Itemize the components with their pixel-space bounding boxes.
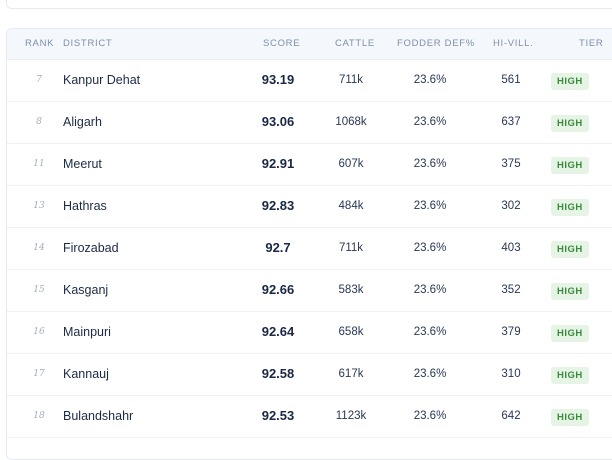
col-header-district[interactable]: DISTRICT — [63, 38, 113, 49]
fodder-cell: 23.6% — [413, 74, 447, 86]
fodder-cell: 23.6% — [413, 242, 447, 254]
tier-cell: HIGH — [551, 143, 601, 185]
tier-badge: HIGH — [551, 241, 589, 258]
table-row[interactable]: 16 Mainpuri 92.64 658k 23.6% 379 HIGH — [7, 311, 612, 354]
previous-card-edge — [6, 0, 612, 9]
cattle-cell: 711k — [338, 242, 364, 254]
tier-cell: HIGH — [551, 353, 601, 395]
tier-cell: HIGH — [551, 269, 601, 311]
col-header-cattle[interactable]: CATTLE — [335, 38, 375, 49]
fodder-cell: 23.6% — [413, 116, 447, 128]
tier-cell: HIGH — [551, 311, 601, 353]
cattle-cell: 607k — [338, 158, 364, 170]
score-cell: 92.66 — [261, 282, 295, 297]
cattle-cell: 484k — [338, 200, 364, 212]
hivill-cell: 375 — [501, 158, 521, 170]
rank-cell: 8 — [36, 117, 42, 127]
col-header-hivill[interactable]: HI-VILL. — [493, 38, 534, 49]
previous-card — [0, 0, 612, 26]
table-row[interactable]: 18 Bulandshahr 92.53 1123k 23.6% 642 HIG… — [7, 395, 612, 438]
rank-cell: 13 — [33, 201, 45, 211]
district-cell: Hathras — [63, 199, 107, 213]
tier-cell: HIGH — [551, 227, 601, 269]
cattle-cell: 1123k — [335, 410, 367, 422]
tier-badge: HIGH — [551, 157, 589, 174]
rank-cell: 17 — [33, 369, 45, 379]
table-row[interactable]: 11 Meerut 92.91 607k 23.6% 375 HIGH — [7, 143, 612, 186]
table-header: RANK DISTRICT SCORE CATTLE FODDER DEF% H… — [7, 29, 612, 60]
score-cell: 92.91 — [261, 156, 295, 171]
cattle-cell: 711k — [338, 74, 364, 86]
district-cell: Kanpur Dehat — [63, 73, 141, 87]
col-header-tier[interactable]: TIER — [579, 38, 604, 49]
hivill-cell: 379 — [501, 326, 521, 338]
district-ranking-table: RANK DISTRICT SCORE CATTLE FODDER DEF% H… — [6, 28, 612, 460]
fodder-cell: 23.6% — [413, 368, 447, 380]
tier-badge: HIGH — [551, 115, 589, 132]
table-row[interactable]: 15 Kasganj 92.66 583k 23.6% 352 HIGH — [7, 269, 612, 312]
fodder-cell: 23.6% — [413, 158, 447, 170]
hivill-cell: 637 — [501, 116, 521, 128]
rank-cell: 7 — [36, 75, 42, 85]
table-row[interactable]: 7 Kanpur Dehat 93.19 711k 23.6% 561 HIGH — [7, 59, 612, 102]
hivill-cell: 302 — [501, 200, 521, 212]
score-cell: 92.64 — [261, 324, 295, 339]
col-header-score[interactable]: SCORE — [263, 38, 301, 49]
fodder-cell: 23.6% — [413, 410, 447, 422]
district-cell: Kannauj — [63, 367, 109, 381]
tier-cell: HIGH — [551, 185, 601, 227]
tier-badge: HIGH — [551, 73, 589, 90]
score-cell: 92.7 — [265, 240, 291, 255]
score-cell: 93.19 — [261, 72, 295, 87]
hivill-cell: 561 — [501, 74, 521, 86]
district-cell: Bulandshahr — [63, 409, 134, 423]
hivill-cell: 310 — [501, 368, 521, 380]
hivill-cell: 642 — [501, 410, 521, 422]
tier-badge: HIGH — [551, 199, 589, 216]
cattle-cell: 1068k — [335, 116, 367, 128]
table-row[interactable]: 14 Firozabad 92.7 711k 23.6% 403 HIGH — [7, 227, 612, 270]
tier-badge: HIGH — [551, 367, 589, 384]
district-cell: Firozabad — [63, 241, 119, 255]
rank-cell: 14 — [33, 243, 45, 253]
score-cell: 92.53 — [261, 408, 295, 423]
district-cell: Meerut — [63, 157, 102, 171]
table-row[interactable]: 13 Hathras 92.83 484k 23.6% 302 HIGH — [7, 185, 612, 228]
fodder-cell: 23.6% — [413, 326, 447, 338]
score-cell: 92.58 — [261, 366, 295, 381]
rank-cell: 15 — [33, 285, 45, 295]
table-row[interactable]: 17 Kannauj 92.58 617k 23.6% 310 HIGH — [7, 353, 612, 396]
district-cell: Aligarh — [63, 115, 102, 129]
rank-cell: 16 — [33, 327, 45, 337]
tier-badge: HIGH — [551, 409, 589, 426]
hivill-cell: 403 — [501, 242, 521, 254]
tier-badge: HIGH — [551, 325, 589, 342]
tier-cell: HIGH — [551, 101, 601, 143]
tier-cell: HIGH — [551, 395, 601, 437]
tier-cell: HIGH — [551, 59, 601, 101]
score-cell: 92.83 — [261, 198, 295, 213]
fodder-cell: 23.6% — [413, 200, 447, 212]
fodder-cell: 23.6% — [413, 284, 447, 296]
tier-badge: HIGH — [551, 283, 589, 300]
col-header-fodder[interactable]: FODDER DEF% — [397, 38, 475, 49]
cattle-cell: 658k — [338, 326, 364, 338]
rank-cell: 18 — [33, 411, 45, 421]
hivill-cell: 352 — [501, 284, 521, 296]
rank-cell: 11 — [33, 159, 45, 169]
district-cell: Mainpuri — [63, 325, 111, 339]
cattle-cell: 617k — [338, 368, 364, 380]
table-row[interactable]: 8 Aligarh 93.06 1068k 23.6% 637 HIGH — [7, 101, 612, 144]
col-header-rank[interactable]: RANK — [25, 38, 55, 49]
cattle-cell: 583k — [338, 284, 364, 296]
score-cell: 93.06 — [261, 114, 295, 129]
district-cell: Kasganj — [63, 283, 109, 297]
